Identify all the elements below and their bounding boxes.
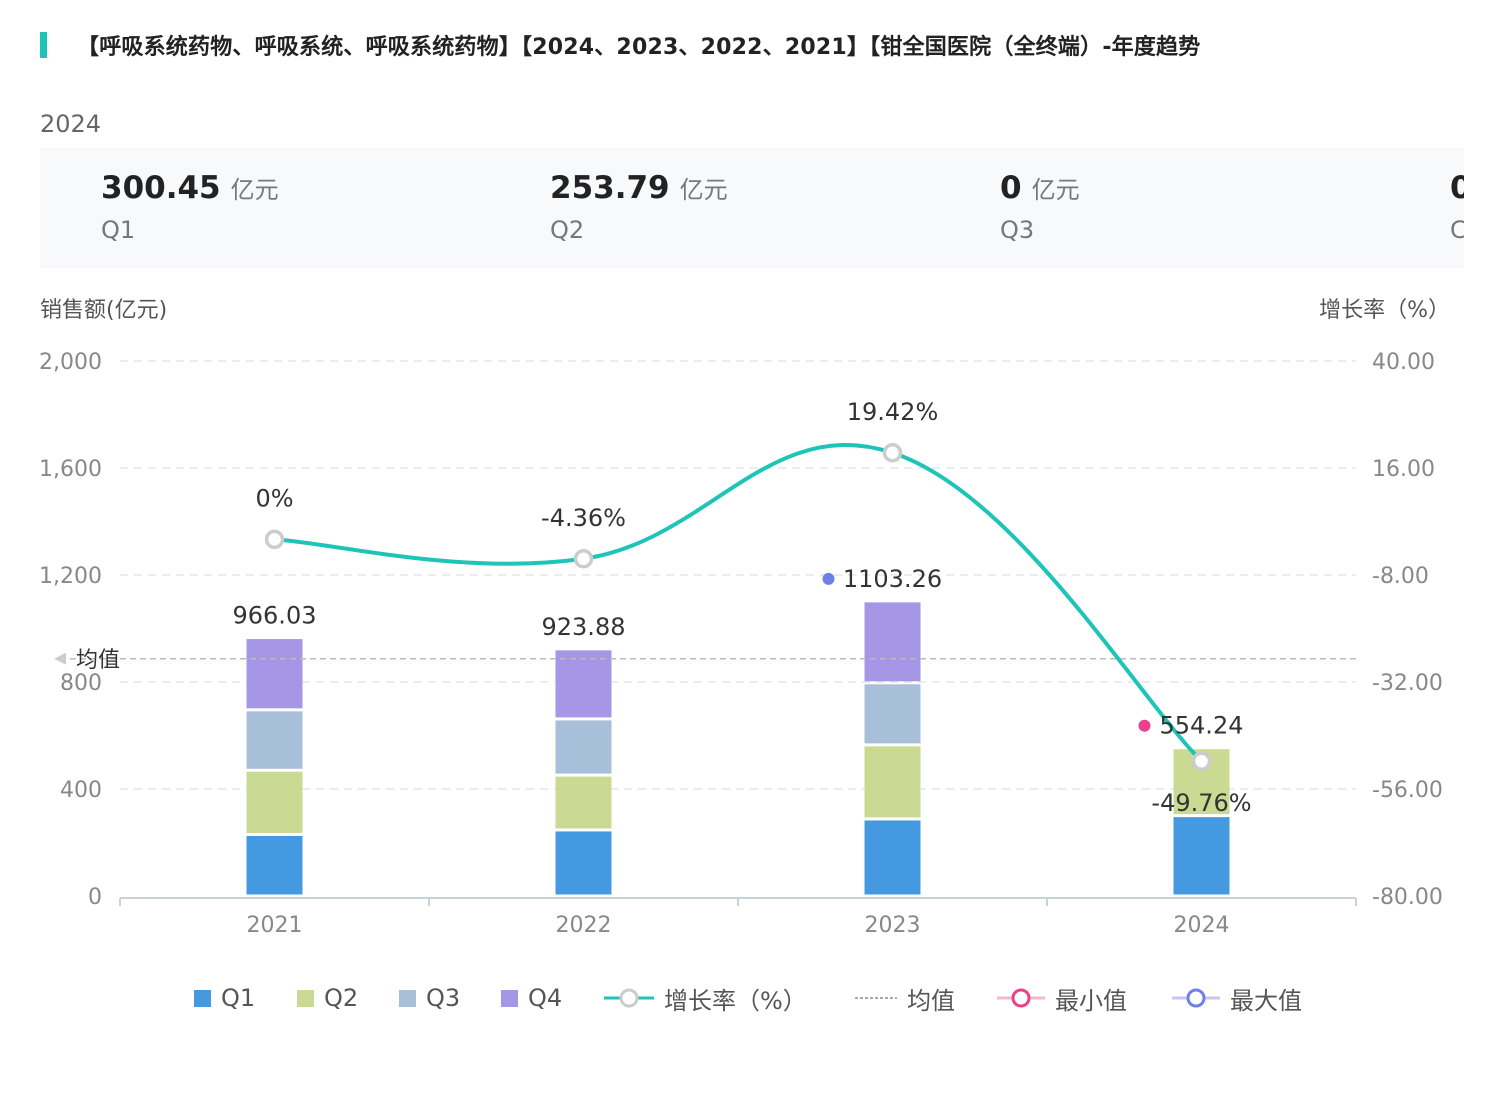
- chart-title-bar: 【呼吸系统药物、呼吸系统、呼吸系统药物】【2024、2023、2022、2021…: [40, 28, 1200, 62]
- stat-value: 0: [1000, 170, 1022, 206]
- legend-min-marker-icon: [997, 988, 1045, 1008]
- bar-total-label: 966.03: [233, 602, 317, 630]
- stat-label: Q3: [1000, 216, 1035, 244]
- stat-value: 300.45: [101, 170, 221, 206]
- x-tick-label: 2022: [556, 913, 612, 938]
- bar-q2: [555, 776, 612, 829]
- legend-label: 均值: [907, 986, 955, 1015]
- stat-q1: 300.45 亿元 Q1: [101, 170, 279, 244]
- legend-growth-line-icon: [604, 988, 654, 1008]
- bar-q1: [246, 835, 303, 895]
- sales-growth-chart: 0 400 800 1,200 1,600 2,000 -80.00 -56.00 -32.00…: [39, 350, 1443, 938]
- stat-q4: 0 C: [1450, 170, 1464, 244]
- growth-rate-point: [264, 529, 285, 550]
- y-right-tick-label: -32.00: [1372, 671, 1443, 696]
- y-right-tick-label: 16.00: [1372, 457, 1435, 482]
- y-left-tick-label: 0: [88, 885, 102, 910]
- legend-item-q1[interactable]: Q1: [194, 978, 255, 1018]
- legend-item-min[interactable]: 最小值: [997, 978, 1127, 1018]
- bar-q4: [864, 602, 921, 682]
- legend-swatch-q2: [297, 989, 314, 1007]
- growth-rate-label: -4.36%: [541, 504, 626, 532]
- x-tick-label: 2021: [247, 913, 303, 938]
- y-left-tick-label: 1,200: [39, 564, 102, 589]
- legend-label: Q3: [426, 984, 461, 1012]
- bar-q3: [864, 684, 921, 744]
- legend-label: Q2: [324, 984, 359, 1012]
- y-right-tick-label: 40.00: [1372, 350, 1435, 375]
- stat-value: 0: [1450, 170, 1464, 206]
- growth-rate-label: -49.76%: [1151, 789, 1251, 817]
- title-accent-mark: [40, 32, 47, 58]
- legend-label: Q1: [221, 984, 256, 1012]
- bar-total-label: 554.24: [1160, 712, 1244, 740]
- y-left-tick-label: 400: [60, 778, 102, 803]
- quarter-stats-panel: 300.45 亿元 Q1 253.79 亿元 Q2 0 亿元 Q3 0 C: [40, 148, 1464, 268]
- bar-q1: [864, 820, 921, 895]
- growth-rate-point: [573, 549, 594, 569]
- stat-value: 253.79: [550, 170, 670, 206]
- bar-q1: [555, 831, 612, 895]
- bar-q3: [555, 720, 612, 774]
- y-right-tick-label: -8.00: [1372, 564, 1429, 589]
- average-line-arrow-icon: [54, 652, 66, 665]
- legend-label: 最小值: [1055, 986, 1127, 1015]
- growth-rate-point: [882, 443, 903, 463]
- bar-q2: [864, 746, 921, 818]
- bar-q4: [555, 650, 612, 718]
- legend-swatch-q4: [501, 989, 518, 1007]
- legend-item-growth[interactable]: 增长率（%）: [604, 978, 807, 1018]
- legend-swatch-q1: [194, 989, 211, 1007]
- legend-label: Q4: [528, 984, 563, 1012]
- legend-swatch-q3: [399, 989, 416, 1007]
- y-right-tick-label: -80.00: [1372, 885, 1443, 910]
- bar-q1: [1173, 817, 1230, 895]
- y-left-tick-label: 1,600: [39, 457, 102, 482]
- legend-label: 增长率（%）: [664, 986, 807, 1015]
- stat-label: Q2: [550, 216, 585, 244]
- stat-unit: 亿元: [679, 176, 728, 204]
- legend-item-average[interactable]: 均值: [855, 978, 955, 1018]
- y-left-tick-label: 800: [60, 671, 102, 696]
- growth-rate-label: 0%: [255, 484, 293, 512]
- legend-max-marker-icon: [1172, 988, 1220, 1008]
- legend-average-line-icon: [855, 997, 897, 999]
- selected-year-label: 2024: [40, 110, 102, 138]
- bar-q4: [246, 639, 303, 709]
- chart-legend: Q1 Q2 Q3 Q4 增长率（%） 均值 最小值: [0, 978, 1506, 1018]
- legend-item-q3[interactable]: Q3: [399, 978, 460, 1018]
- growth-rate-line: [274, 443, 1203, 763]
- stat-q3: 0 亿元 Q3: [1000, 170, 1080, 244]
- growth-rate-point: [1191, 751, 1212, 771]
- bar-total-label: 1103.26: [843, 565, 942, 593]
- stat-unit: 亿元: [230, 176, 279, 204]
- y-left-tick-label: 2,000: [39, 350, 102, 375]
- legend-item-q4[interactable]: Q4: [501, 978, 562, 1018]
- y-right-tick-label: -56.00: [1372, 778, 1443, 803]
- y-right-axis-title: 增长率（%）: [1319, 298, 1450, 323]
- stat-q2: 253.79 亿元 Q2: [550, 170, 728, 244]
- bar-total-label: 923.88: [542, 613, 626, 641]
- growth-rate-label: 19.42%: [847, 398, 939, 426]
- stat-label: Q1: [101, 216, 136, 244]
- min-value-marker: [1138, 719, 1151, 732]
- y-left-axis-title: 销售额(亿元): [40, 298, 168, 323]
- chart-title: 【呼吸系统药物、呼吸系统、呼吸系统药物】【2024、2023、2022、2021…: [77, 35, 1201, 60]
- legend-label: 最大值: [1230, 986, 1302, 1015]
- stat-unit: 亿元: [1031, 176, 1080, 204]
- max-value-marker: [822, 572, 835, 585]
- average-line-label: 均值: [76, 648, 120, 673]
- x-tick-label: 2023: [865, 913, 921, 938]
- bar-q3: [246, 711, 303, 769]
- legend-item-q2[interactable]: Q2: [297, 978, 358, 1018]
- legend-item-max[interactable]: 最大值: [1172, 978, 1302, 1018]
- x-tick-label: 2024: [1174, 913, 1230, 938]
- stat-label: C: [1450, 216, 1464, 244]
- bar-q2: [246, 771, 303, 833]
